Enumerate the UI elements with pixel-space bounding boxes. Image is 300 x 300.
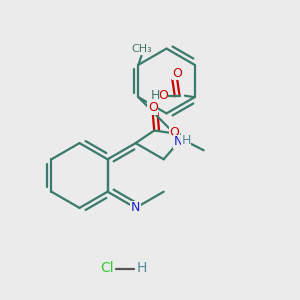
Text: O: O (170, 126, 180, 140)
Text: N: N (174, 135, 183, 148)
Text: N: N (131, 201, 140, 214)
Text: H: H (136, 262, 147, 275)
Text: Cl: Cl (100, 262, 114, 275)
Text: O: O (148, 101, 158, 114)
Text: O: O (172, 67, 182, 80)
Text: H: H (182, 134, 191, 147)
Text: CH₃: CH₃ (132, 44, 152, 54)
Text: H: H (150, 88, 160, 102)
Text: O: O (158, 89, 168, 102)
